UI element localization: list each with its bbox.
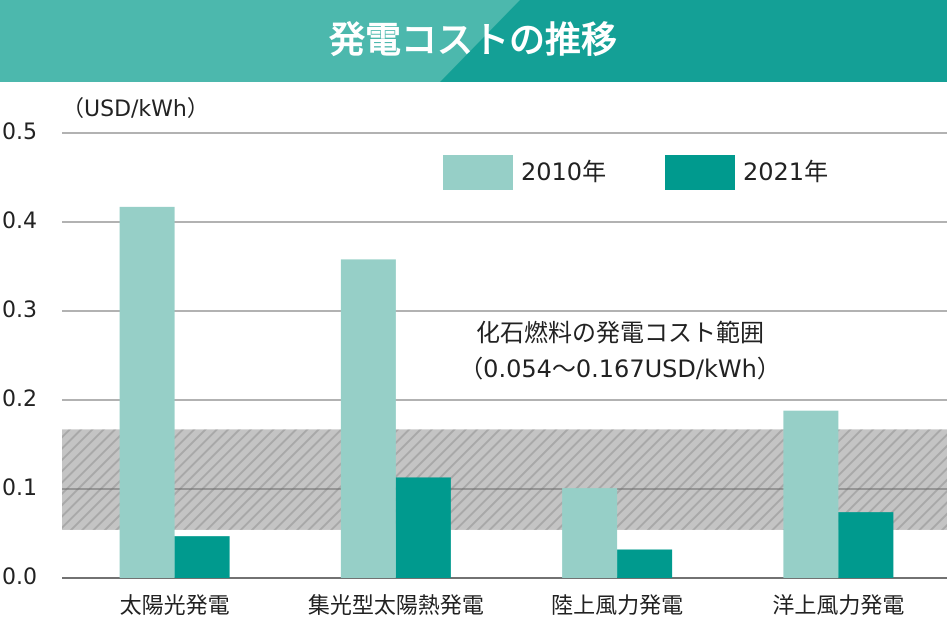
bar xyxy=(395,477,451,578)
bar xyxy=(119,206,175,578)
title-banner-left xyxy=(0,0,520,82)
legend-label: 2010年 xyxy=(521,158,606,186)
bar xyxy=(174,536,230,578)
y-tick-label: 0.5 xyxy=(2,120,37,145)
y-tick-label: 0.3 xyxy=(2,298,37,323)
y-axis-label: （USD/kWh） xyxy=(62,97,209,122)
chart-title: 発電コストの推移 xyxy=(329,20,617,61)
bar xyxy=(838,512,894,578)
y-tick-label: 0.0 xyxy=(2,565,37,590)
legend-label: 2021年 xyxy=(743,158,828,186)
legend-swatch xyxy=(665,155,735,190)
y-tick-label: 0.2 xyxy=(2,387,37,412)
legend-swatch xyxy=(443,155,513,190)
x-tick-label: 太陽光発電 xyxy=(120,594,230,619)
x-tick-label: 陸上風力発電 xyxy=(551,594,683,619)
band-annotation: 化石燃料の発電コスト範囲 xyxy=(476,319,764,347)
bar xyxy=(340,259,396,578)
bar xyxy=(562,488,618,578)
band-annotation: （0.054～0.167USD/kWh） xyxy=(459,355,781,383)
y-tick-label: 0.1 xyxy=(2,476,37,501)
y-tick-label: 0.4 xyxy=(2,209,37,234)
bar xyxy=(617,549,673,578)
x-tick-label: 洋上風力発電 xyxy=(772,594,904,619)
x-tick-label: 集光型太陽熱発電 xyxy=(308,594,484,619)
bar xyxy=(783,410,839,578)
